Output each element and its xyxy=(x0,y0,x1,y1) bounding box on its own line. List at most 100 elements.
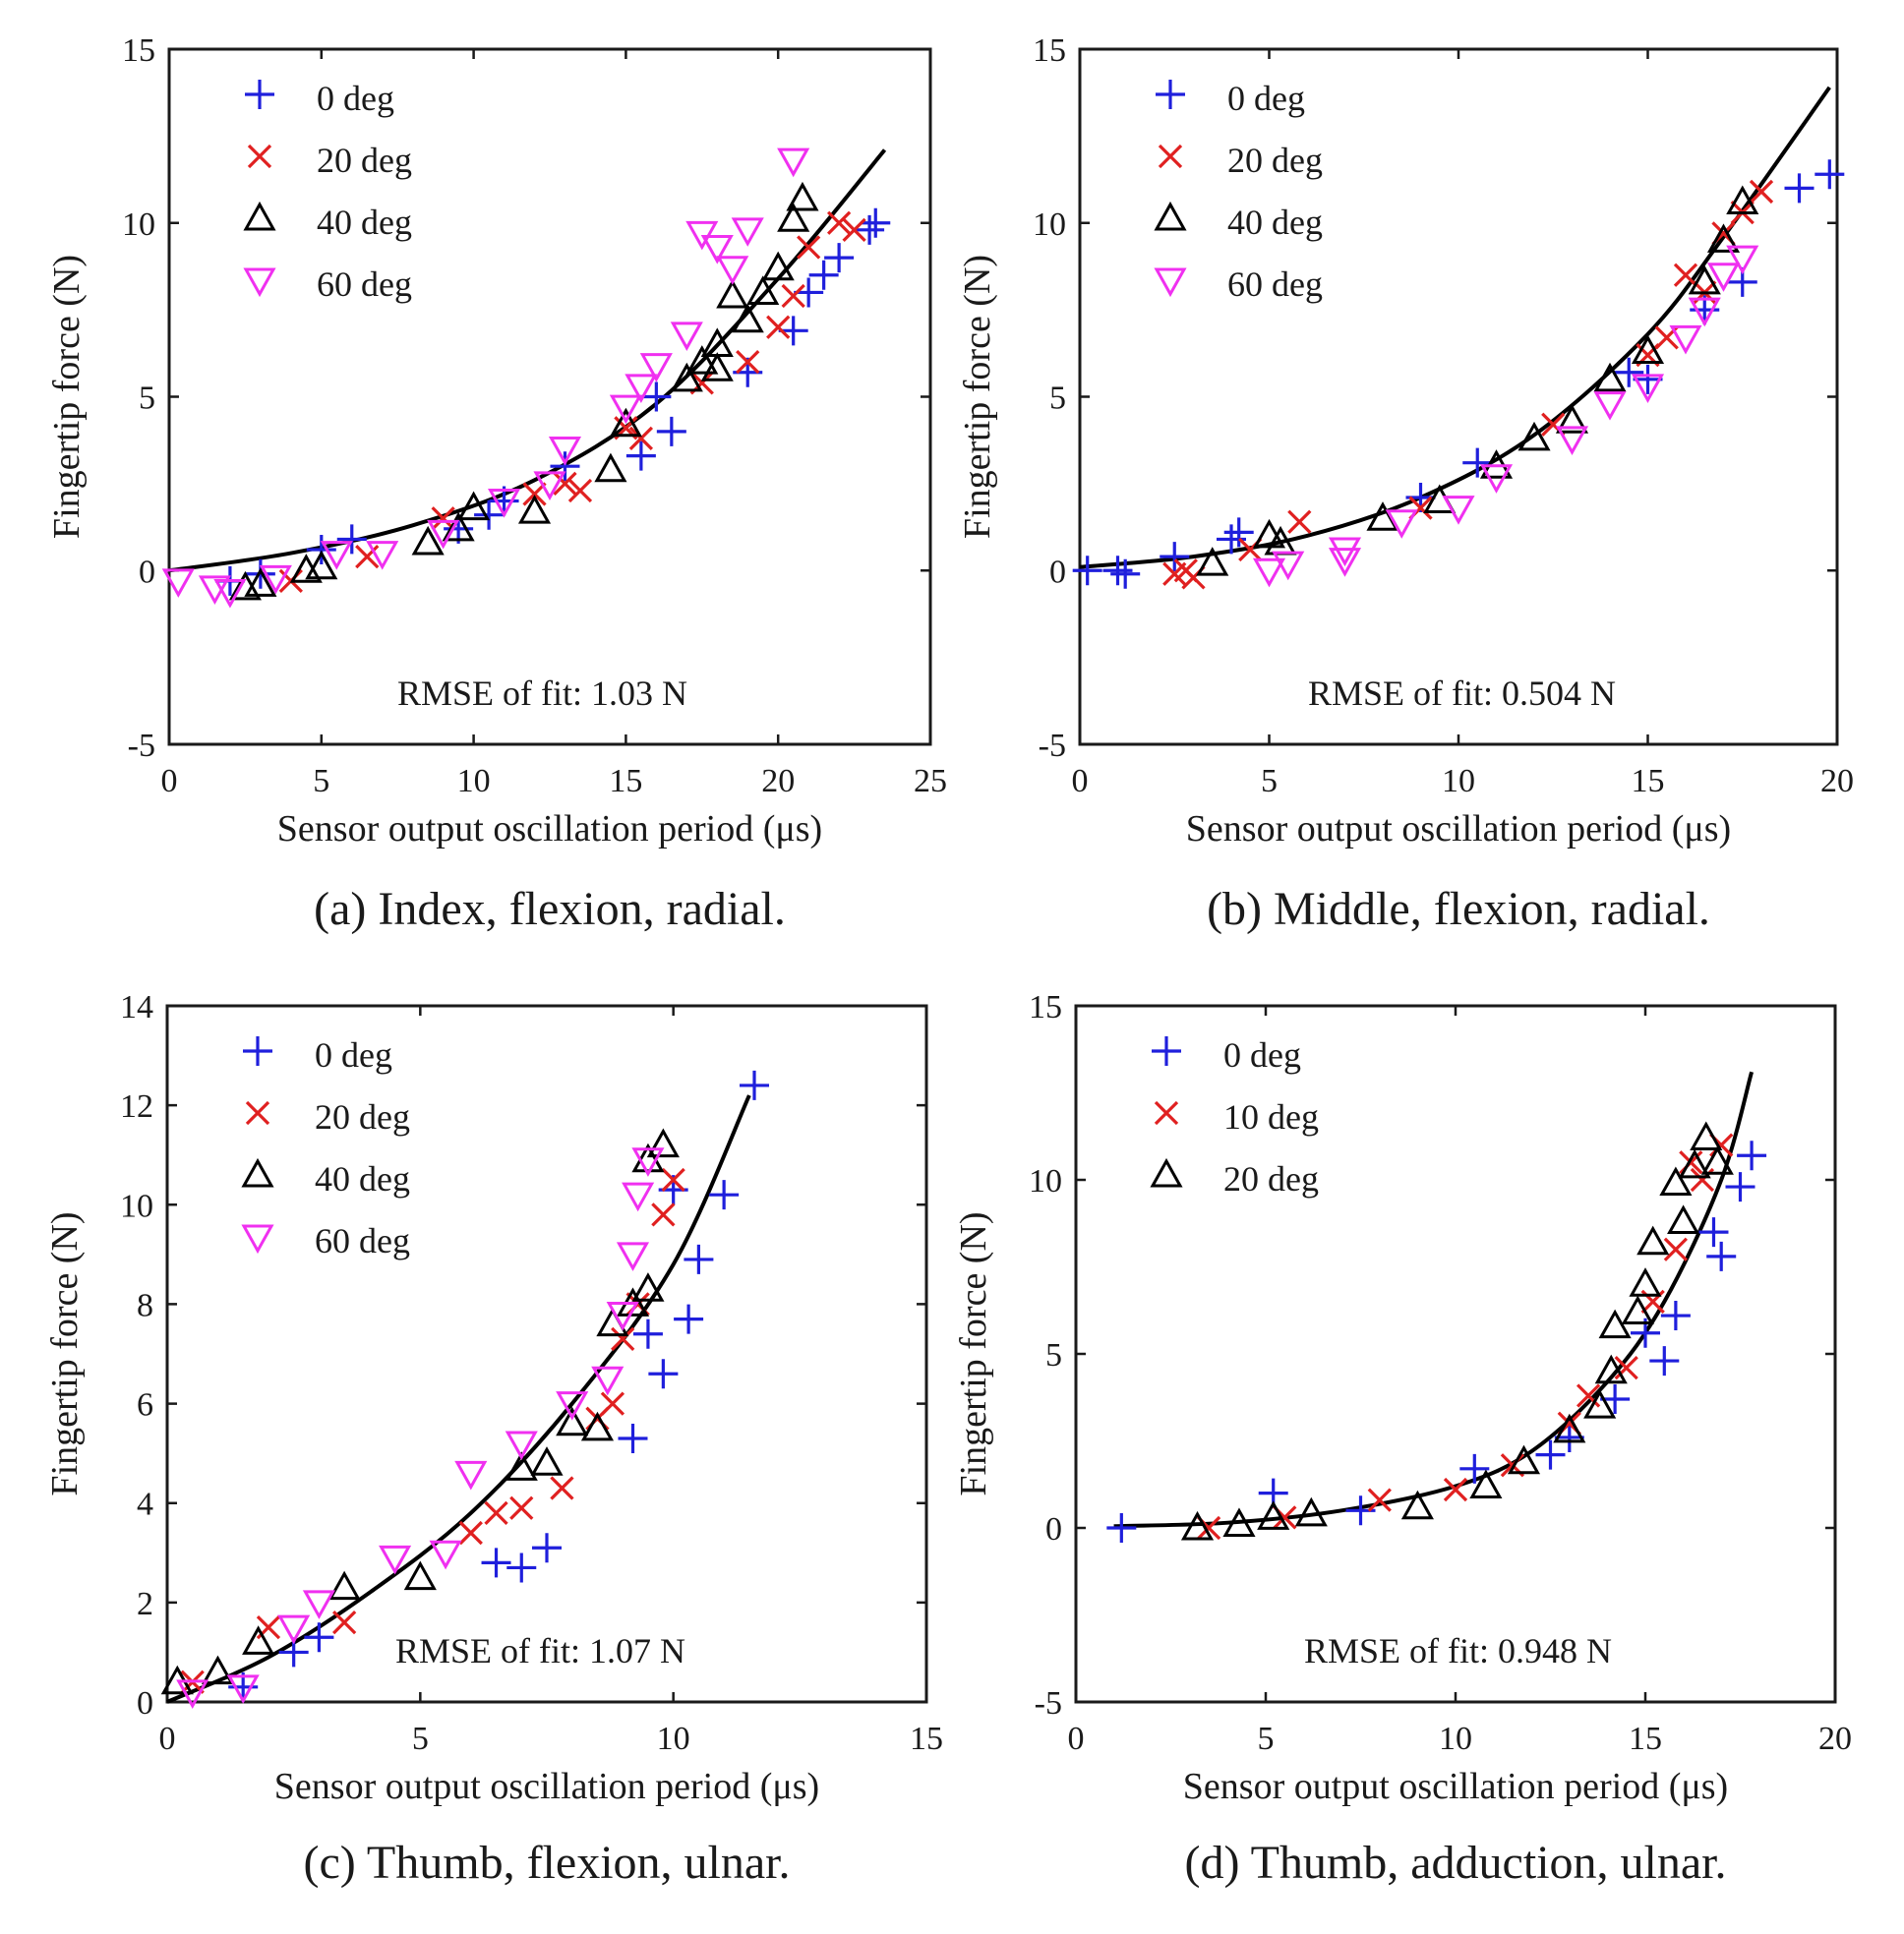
data-point xyxy=(484,1500,508,1525)
x-tick-label: 15 xyxy=(609,763,642,799)
data-point xyxy=(685,220,719,251)
y-axis-label: Fingertip force (N) xyxy=(957,255,998,539)
y-tick-label: -5 xyxy=(1035,1685,1062,1722)
data-point xyxy=(685,345,719,375)
y-tick-label: 12 xyxy=(120,1088,153,1125)
x-tick-label: 15 xyxy=(1632,763,1665,799)
data-point xyxy=(1815,159,1845,190)
data-point xyxy=(600,1391,625,1416)
data-point xyxy=(474,499,505,530)
legend-marker xyxy=(1156,80,1185,109)
legend-marker xyxy=(1152,1036,1181,1066)
data-point xyxy=(631,1272,665,1302)
data-point xyxy=(641,381,672,412)
data-point xyxy=(509,1495,534,1520)
y-axis-label: Fingertip force (N) xyxy=(953,1211,994,1495)
data-point xyxy=(302,1590,335,1619)
rmse-annotation: RMSE of fit: 0.504 N xyxy=(1308,674,1616,713)
data-point xyxy=(176,1679,209,1709)
data-point xyxy=(201,1655,235,1685)
series-20-deg xyxy=(278,210,866,593)
y-tick-label: 0 xyxy=(1049,554,1066,590)
x-tick-label: 0 xyxy=(1072,763,1089,799)
data-point xyxy=(1583,1389,1617,1419)
legend-label: 0 deg xyxy=(315,1035,392,1075)
chart-panel-c: 0 5 10 15 0 2 4 6 8 10 12 14 Sensor output oscillati… xyxy=(44,989,943,1889)
legend-label: 20 deg xyxy=(1223,1159,1319,1199)
data-point xyxy=(1443,1477,1468,1502)
data-point xyxy=(530,1446,564,1476)
x-tick-label: 5 xyxy=(412,1721,429,1757)
legend-label: 0 deg xyxy=(1223,1035,1301,1075)
data-point xyxy=(1669,324,1702,355)
data-point xyxy=(781,283,805,309)
legend-label: 20 deg xyxy=(1227,141,1323,180)
data-point xyxy=(306,535,336,565)
data-point xyxy=(161,568,195,598)
data-point xyxy=(746,275,780,305)
x-axis-label: Sensor output oscillation period (μs) xyxy=(1186,808,1731,850)
data-point xyxy=(1593,362,1627,392)
series-20-deg xyxy=(1180,1121,1734,1541)
series-60-deg xyxy=(161,147,810,609)
y-tick-label: 5 xyxy=(1045,1337,1062,1374)
data-point xyxy=(1180,1510,1215,1541)
data-point xyxy=(226,1674,260,1704)
data-point xyxy=(1678,1148,1711,1179)
x-tick-label: 20 xyxy=(1818,1721,1852,1757)
data-point xyxy=(355,544,380,569)
x-tick-label: 20 xyxy=(1820,763,1854,799)
data-point xyxy=(1614,357,1644,387)
y-tick-label: 5 xyxy=(1049,381,1066,417)
legend-marker xyxy=(243,201,276,231)
x-tick-label: 5 xyxy=(1258,1721,1275,1757)
x-axis-label: Sensor output oscillation period (μs) xyxy=(277,808,822,850)
data-point xyxy=(336,524,367,555)
y-tick-label: 10 xyxy=(122,206,155,243)
data-point xyxy=(716,256,749,285)
y-tick-label: -5 xyxy=(128,728,155,764)
x-tick-label: 10 xyxy=(457,763,491,799)
data-point xyxy=(1507,1444,1541,1475)
legend-label: 10 deg xyxy=(1223,1097,1319,1137)
y-tick-label: 0 xyxy=(1045,1511,1062,1548)
data-point xyxy=(366,541,399,570)
rmse-annotation: RMSE of fit: 1.07 N xyxy=(395,1631,685,1670)
y-axis-label: Fingertip force (N) xyxy=(44,1211,86,1495)
legend-label: 40 deg xyxy=(317,203,412,242)
x-tick-label: 10 xyxy=(657,1721,690,1757)
data-point xyxy=(506,1553,537,1583)
data-point xyxy=(1698,1217,1729,1248)
y-tick-label: 6 xyxy=(137,1387,153,1424)
data-point xyxy=(427,519,460,550)
data-point xyxy=(1287,509,1312,534)
data-point xyxy=(431,506,455,531)
fit-curve xyxy=(1113,1071,1755,1529)
data-point xyxy=(1553,1413,1586,1443)
data-point xyxy=(684,1244,714,1274)
legend-marker xyxy=(245,80,274,109)
data-point xyxy=(1462,447,1493,478)
data-point xyxy=(1555,404,1589,434)
data-point xyxy=(1517,421,1551,451)
data-point xyxy=(631,1147,665,1177)
data-point xyxy=(1257,1500,1290,1530)
data-point xyxy=(646,1128,680,1158)
data-point xyxy=(567,478,593,503)
data-point xyxy=(625,440,656,471)
plot-frame xyxy=(165,1004,928,1704)
data-point xyxy=(670,362,703,392)
data-point xyxy=(242,1625,275,1655)
x-tick-label: 25 xyxy=(914,763,947,799)
data-point xyxy=(305,550,338,580)
data-point xyxy=(532,1533,562,1563)
legend-marker xyxy=(243,267,276,298)
data-point xyxy=(553,471,577,497)
data-point xyxy=(740,1070,770,1100)
legend-label: 20 deg xyxy=(315,1097,410,1137)
data-point xyxy=(1706,1241,1737,1271)
data-point xyxy=(1706,223,1741,253)
data-point xyxy=(1328,537,1362,567)
panel-caption: (b) Middle, flexion, radial. xyxy=(1207,883,1710,935)
